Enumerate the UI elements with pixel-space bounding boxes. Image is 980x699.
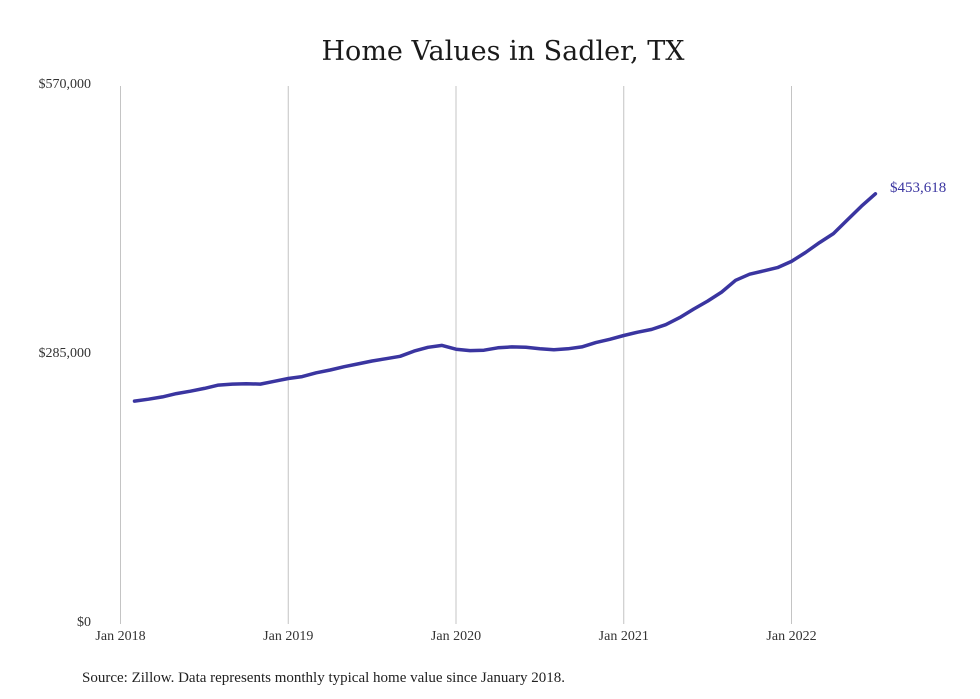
x-tick-label: Jan 2022 — [766, 629, 816, 644]
y-tick-label: $0 — [77, 615, 91, 630]
x-tick-label: Jan 2018 — [95, 629, 145, 644]
x-axis-ticks: Jan 2018 Jan 2019 Jan 2020 Jan 2021 Jan 2022 — [95, 629, 816, 644]
y-tick-label: $285,000 — [39, 346, 92, 361]
y-tick-label: $570,000 — [39, 77, 92, 92]
chart-title: Home Values in Sadler, TX — [322, 36, 686, 67]
source-note: Source: Zillow. Data represents monthly … — [82, 670, 565, 686]
end-value-label: $453,618 — [890, 180, 946, 196]
home-value-line — [132, 192, 878, 403]
grid-lines — [120, 86, 792, 624]
x-tick-label: Jan 2020 — [431, 629, 481, 644]
x-tick-label: Jan 2021 — [599, 629, 649, 644]
y-axis-ticks: $0 $285,000 $570,000 — [39, 77, 92, 630]
x-tick-label: Jan 2019 — [263, 629, 313, 644]
